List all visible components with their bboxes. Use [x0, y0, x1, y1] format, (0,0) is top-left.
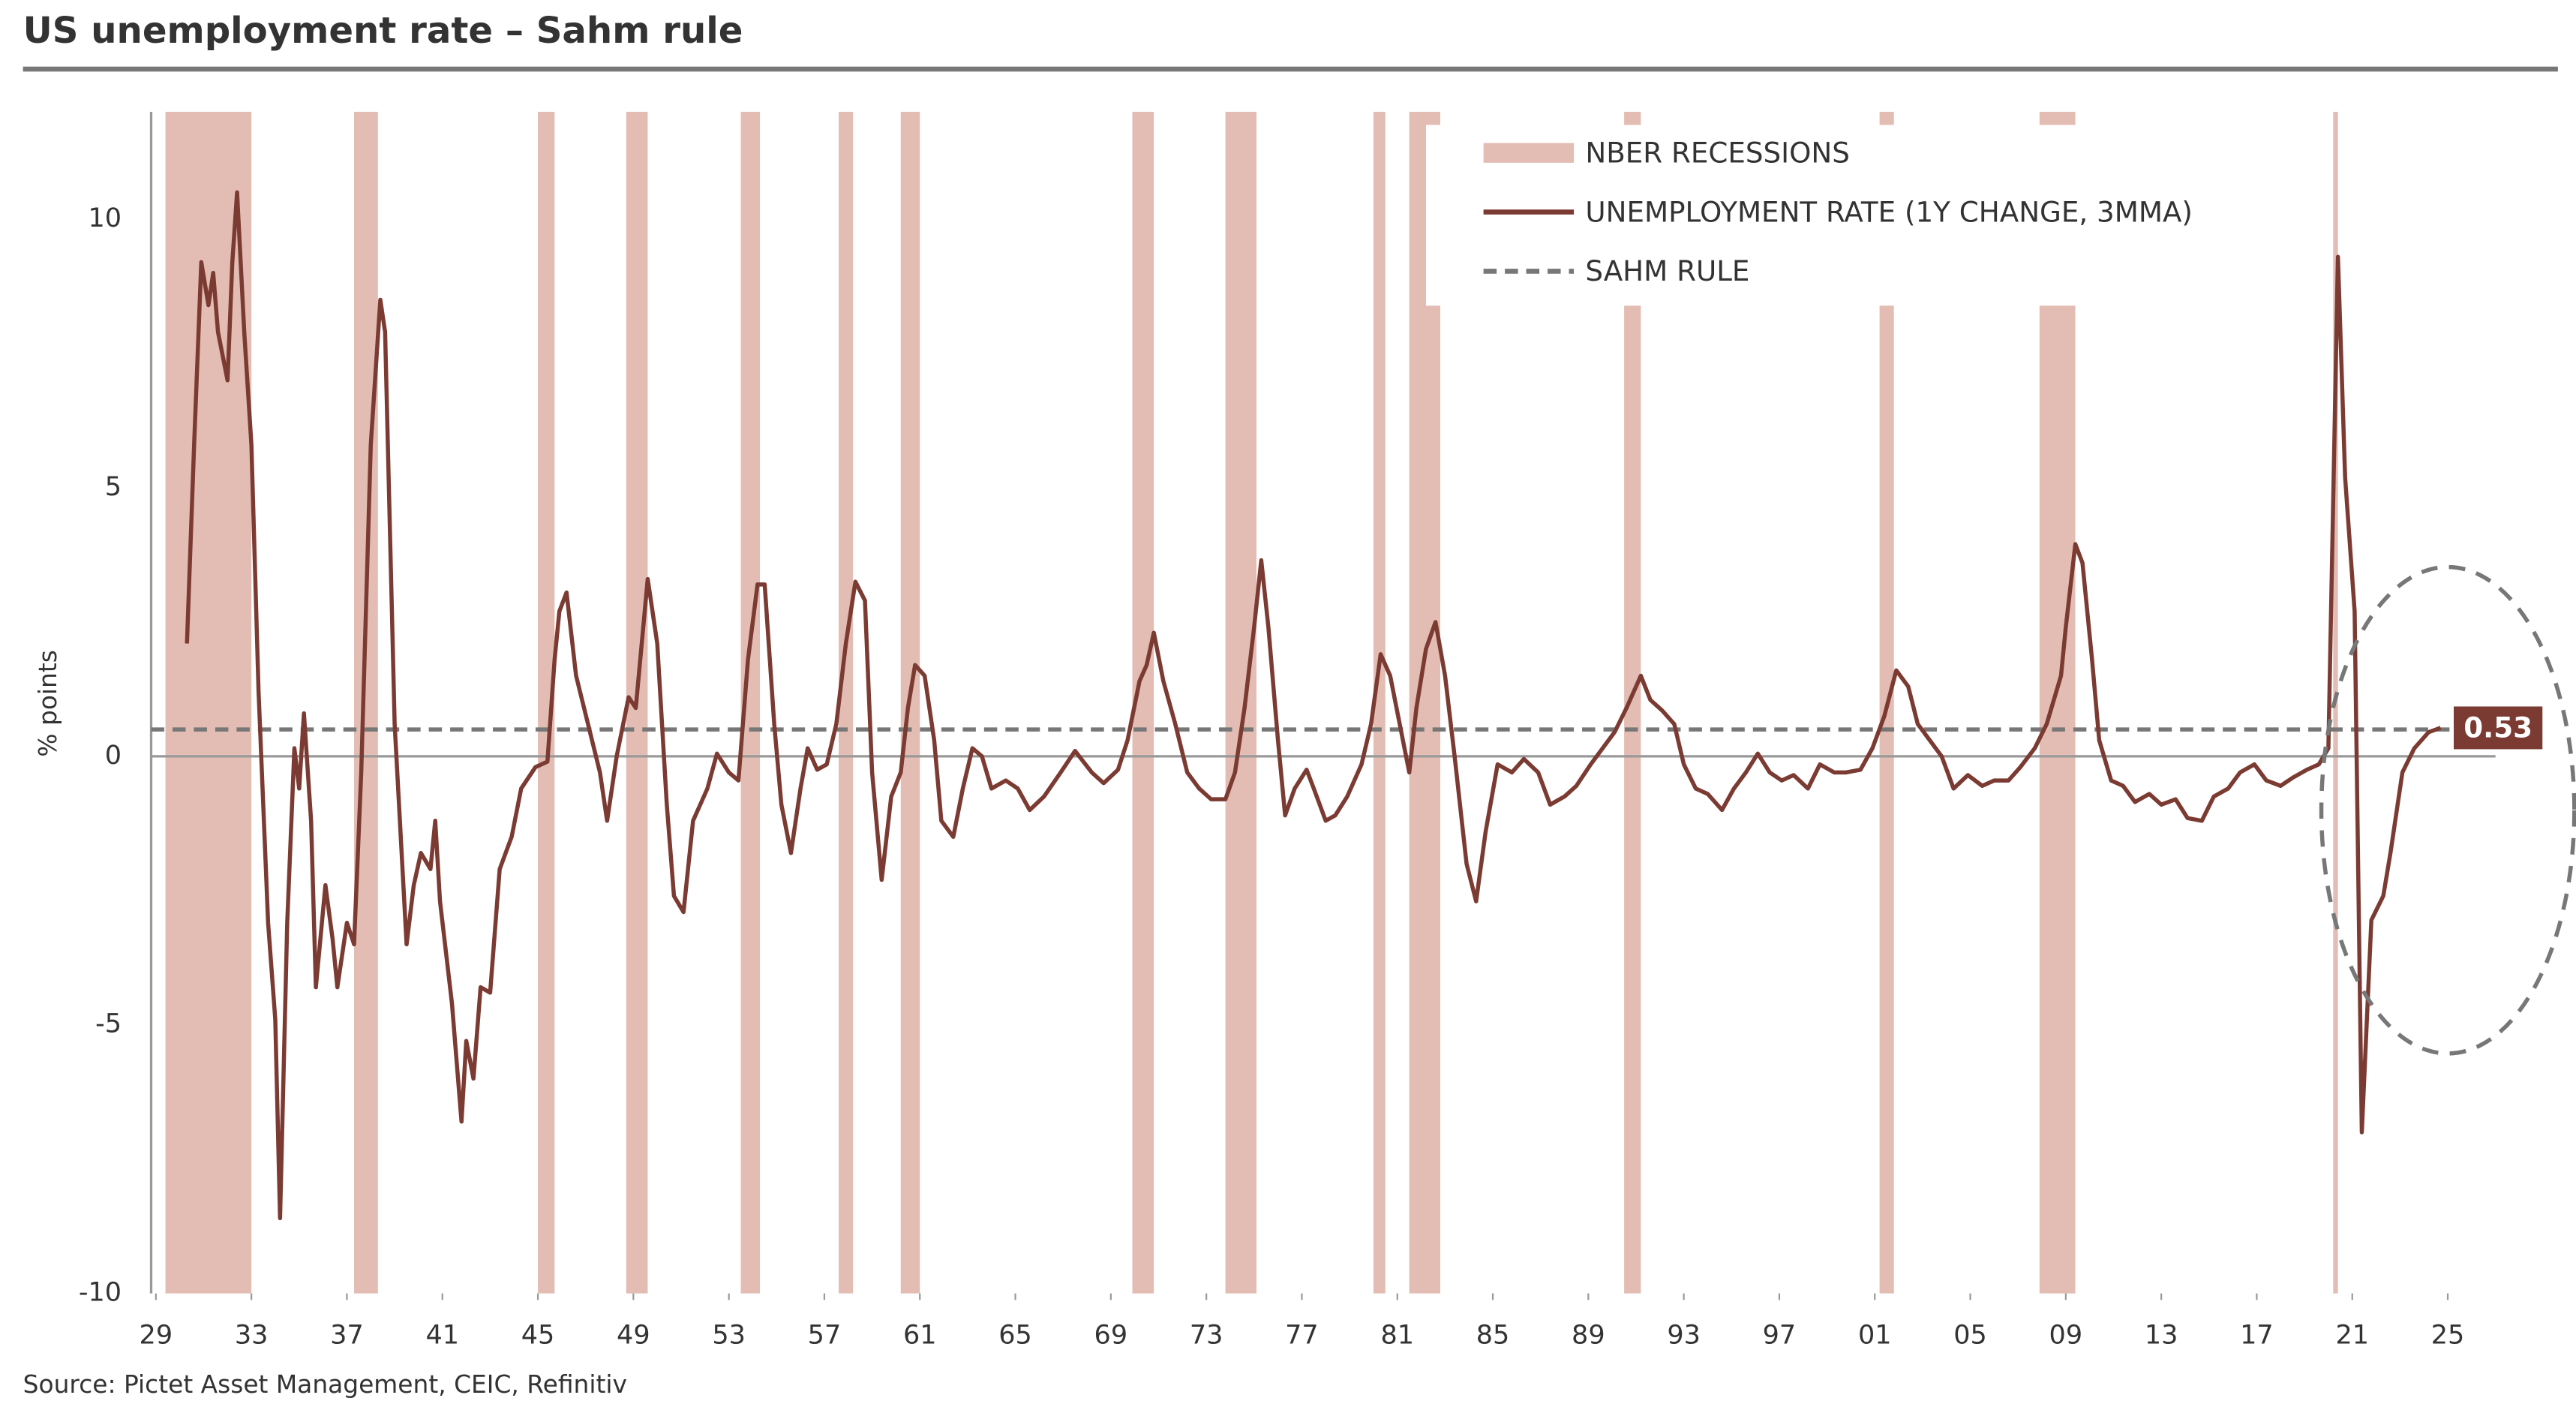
lines: 0.53	[151, 190, 2543, 1221]
legend-swatch	[1483, 143, 1575, 163]
recession-bands	[165, 111, 2338, 1294]
x-tick-label: 33	[235, 1320, 269, 1351]
legend: NBER RECESSIONS UNEMPLOYMENT RATE (1Y CHA…	[1425, 125, 2215, 306]
x-tick-label: 93	[1667, 1320, 1701, 1351]
x-tick-label: 49	[617, 1320, 650, 1351]
x-tick-label: 21	[2335, 1320, 2369, 1351]
x-tick-label: 37	[330, 1320, 364, 1351]
latest-value-box	[2454, 706, 2543, 750]
y-tick-label: -10	[79, 1277, 122, 1308]
x-tick-label: 73	[1190, 1320, 1223, 1351]
recession-band	[538, 111, 555, 1294]
y-tick-label: 0	[105, 740, 122, 771]
x-tick-label: 65	[998, 1320, 1032, 1351]
legend-label: UNEMPLOYMENT RATE (1Y CHANGE, 3MMA)	[1585, 195, 2193, 228]
x-tick-label: 41	[425, 1320, 459, 1351]
x-tick-label: 69	[1094, 1320, 1128, 1351]
x-tick-label: 53	[712, 1320, 746, 1351]
y-tick-label: 5	[105, 471, 122, 502]
x-tick-label: 09	[2049, 1320, 2083, 1351]
x-tick-label: 25	[2431, 1320, 2465, 1351]
x-tick-label: 05	[1953, 1320, 1987, 1351]
x-tick-label: 01	[1858, 1320, 1892, 1351]
x-tick-label: 29	[140, 1320, 173, 1351]
highlight-ellipse	[2319, 564, 2576, 1056]
recession-band	[1225, 111, 1256, 1294]
legend-label: SAHM RULE	[1585, 254, 1749, 287]
x-tick-label: 85	[1476, 1320, 1510, 1351]
y-axis-label: % points	[34, 650, 62, 757]
recession-band	[165, 111, 252, 1294]
y-tick-label: -5	[95, 1009, 122, 1039]
x-tick-label: 13	[2145, 1320, 2178, 1351]
recession-band	[2039, 111, 2076, 1294]
recession-band	[1409, 111, 1441, 1294]
x-tick-label: 17	[2240, 1320, 2274, 1351]
x-tick-label: 89	[1572, 1320, 1605, 1351]
recession-band	[353, 111, 378, 1294]
recession-band	[1624, 111, 1641, 1294]
x-tick-label: 81	[1380, 1320, 1414, 1351]
chart-title: US unemployment rate – Sahm rule	[23, 10, 743, 52]
legend-label: NBER RECESSIONS	[1585, 136, 1849, 169]
x-tick-label: 45	[521, 1320, 555, 1351]
series-line	[185, 190, 2442, 1221]
latest-value-label: 0.53	[2463, 711, 2532, 744]
recession-band	[1373, 111, 1386, 1294]
x-tick-label: 77	[1285, 1320, 1319, 1351]
source: Source: Pictet Asset Management, CEIC, R…	[23, 1370, 627, 1399]
y-tick-label: 10	[88, 203, 122, 233]
recession-band	[839, 111, 854, 1294]
x-tick-label: 57	[808, 1320, 842, 1351]
x-tick-label: 97	[1763, 1320, 1797, 1351]
x-tick-label: 61	[903, 1320, 937, 1351]
